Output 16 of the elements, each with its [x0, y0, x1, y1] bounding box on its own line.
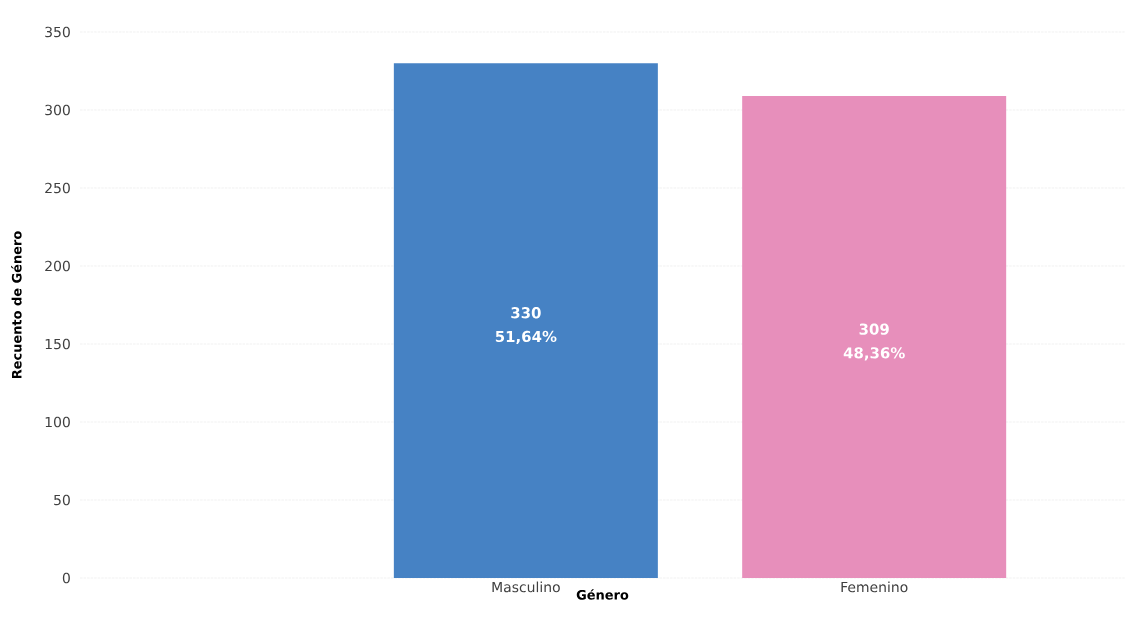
- y-tick-label: 300: [45, 104, 70, 116]
- y-tick-label: 50: [54, 494, 70, 506]
- y-tick-label: 350: [45, 26, 70, 38]
- y-axis-title: Recuento de Género: [11, 231, 22, 379]
- annotation: 48,36%: [843, 347, 905, 361]
- data-label: 330: [511, 307, 541, 319]
- x-tick-label: Femenino: [841, 581, 908, 593]
- y-tick-label: 250: [45, 182, 70, 194]
- data-label: 309: [859, 323, 889, 335]
- y-tick-label: 200: [45, 260, 70, 272]
- x-axis-title: Género: [576, 589, 629, 600]
- y-tick-label: 150: [45, 338, 70, 350]
- y-tick-label: 0: [62, 572, 70, 584]
- annotation: 51,64%: [495, 330, 557, 345]
- y-tick-label: 100: [45, 416, 70, 428]
- x-tick-label: Masculino: [492, 581, 560, 593]
